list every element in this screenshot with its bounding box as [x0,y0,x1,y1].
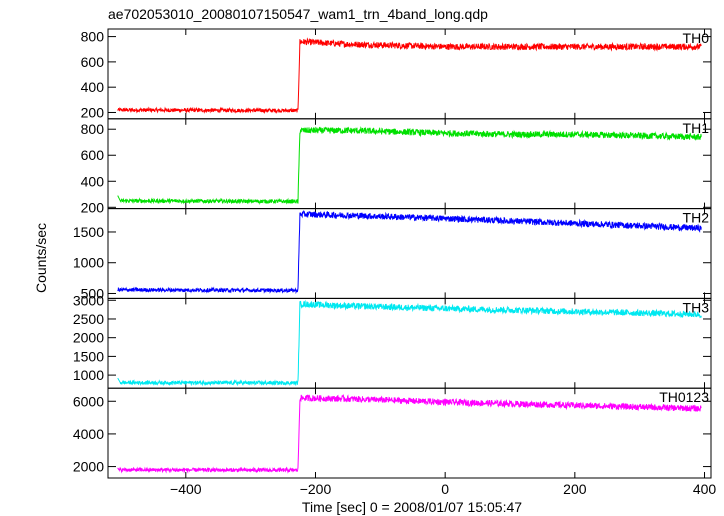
y-tick-label: 400 [81,79,105,95]
series-line-th2 [117,210,702,295]
chart-title: ae702053010_20080107150547_wam1_trn_4ban… [108,6,488,22]
panel-label: TH2 [683,210,710,226]
panel-label: TH3 [683,299,710,315]
panel-label: TH0 [683,30,710,46]
y-tick-label: 1000 [73,255,104,271]
y-tick-label: 2000 [73,330,104,346]
y-tick-label: 200 [81,104,105,120]
panel-th3: 1000 1500 2000 2500 3000 TH3 [73,292,712,389]
y-tick-label: 1500 [73,224,104,240]
y-tick-label: 500 [81,285,105,301]
panel-th1: 200 400 600 800 TH1 [81,118,712,215]
y-axis-label: Counts/sec [33,223,49,293]
y-tick-label: 800 [81,121,105,137]
panel-th0: 200 400 600 800 TH0 [81,28,712,120]
series-line-th0123 [117,393,702,474]
x-tick-label: 400 [693,481,717,497]
panel-th2: 500 1000 1500 TH2 [73,208,712,301]
series-line-th0 [117,37,702,114]
y-tick-label: 1500 [73,348,104,364]
x-tick-label: −400 [170,481,202,497]
panel-frame [107,387,712,479]
y-tick-label: 3000 [73,292,104,308]
x-tick-label: 0 [441,481,449,497]
y-tick-label: 2500 [73,311,104,327]
x-axis-label: Time [sec] 0 = 2008/01/07 15:05:47 [302,499,522,515]
series-line-th1 [117,126,702,206]
panel-label: TH0123 [659,389,709,405]
panels: 200 400 600 800 TH0 200 400 600 800 TH1 500 1000 150… [73,28,717,497]
series-line-th3 [117,299,702,387]
y-tick-label: 2000 [73,459,104,475]
y-tick-label: 4000 [73,426,104,442]
y-tick-label: 600 [81,54,105,70]
panel-th0123: 2000 4000 6000 TH0123 [73,387,712,479]
y-tick-label: 6000 [73,393,104,409]
x-tick-label: 200 [563,481,587,497]
panel-label: TH1 [683,120,710,136]
y-tick-label: 400 [81,173,105,189]
y-tick-label: 800 [81,29,105,45]
x-tick-label: −200 [300,481,332,497]
y-tick-label: 200 [81,199,105,215]
y-tick-label: 600 [81,147,105,163]
y-tick-label: 1000 [73,367,104,383]
